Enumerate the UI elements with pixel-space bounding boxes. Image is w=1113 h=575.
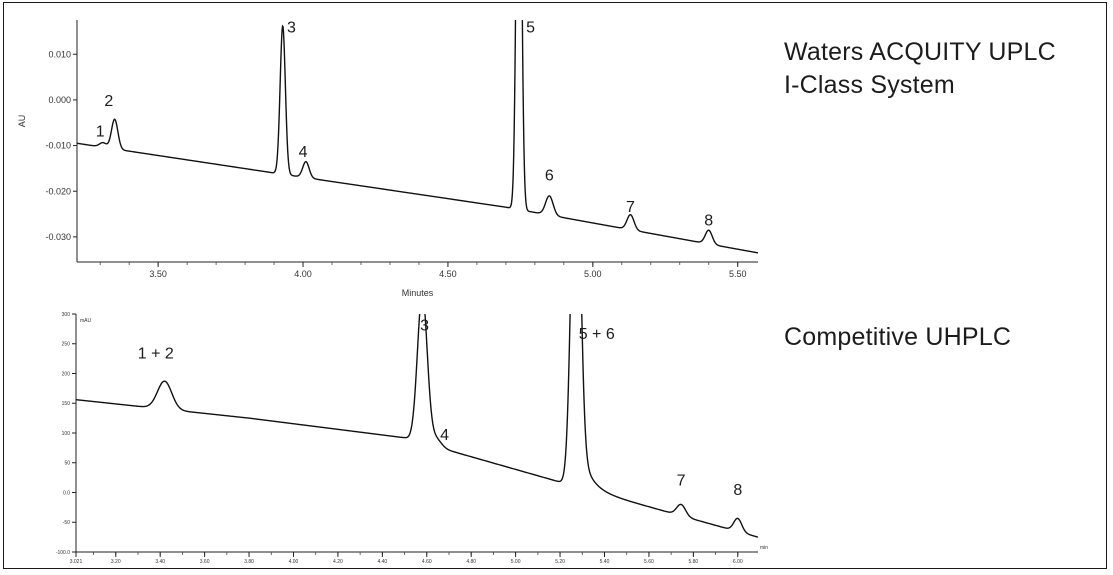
x-tick-label: 4.80 [466,559,476,565]
axes-top: 3.50 4.00 4.50 5.00 5.50 0.010 0.000 -0.010 -0.0… [17,20,758,298]
peak-markers-bottom [165,314,738,519]
y-tick-label: 300 [62,312,71,318]
peak-label: 3 [420,318,429,335]
x-tick-label: 4.00 [294,269,312,279]
peak-label: 8 [704,212,713,229]
x-tick-label: 3.60 [200,559,210,565]
x-tick-label: 3.20 [111,559,121,565]
peak-label: 6 [545,168,554,185]
y-tick-label: -0.030 [45,232,71,242]
x-axis-label: Minutes [402,288,434,298]
x-tick-label: 3.80 [244,559,254,565]
x-tick-label: 5.40 [600,559,610,565]
y-tick-label: 0.010 [48,49,71,59]
x-tick-label: 3.40 [155,559,165,565]
peak-labels-bottom: 1 + 2 3 4 5 + 6 7 8 [138,318,743,499]
x-tick-label: 3.50 [149,269,167,279]
y-tick-label: 200 [62,371,71,377]
peak-label: 4 [299,144,308,161]
x-axis-label: min [760,545,768,551]
x-tick-label: 4.60 [422,559,432,565]
peak-label: 1 [96,123,105,140]
y-tick-label: -100.0 [56,550,70,556]
x-tick-label: 5.00 [584,269,602,279]
axes-bottom: 3.021 3.20 3.40 3.60 3.80 4.00 4.20 4.40 4.60 4.8… [56,312,768,565]
y-axis-label: AU [17,115,27,128]
y-tick-label: 50 [64,461,70,467]
y-tick-label: -50 [63,520,70,526]
caption-top-line1: Waters ACQUITY UPLC [784,38,1056,66]
x-tick-label: 4.00 [289,559,299,565]
peak-label: 8 [733,482,742,499]
x-tick-label: 3.021 [70,559,83,565]
x-tick-label: 5.60 [644,559,654,565]
x-tick-label: 4.40 [377,559,387,565]
peak-label: 3 [287,19,296,36]
x-tick-label: 4.50 [439,269,457,279]
y-tick-label: -0.020 [45,186,71,196]
peak-label: 7 [677,472,686,489]
peak-label: 1 + 2 [138,346,174,363]
x-tick-label: 5.20 [555,559,565,565]
peak-label: 7 [626,199,635,216]
figure-frame [3,2,1107,569]
peak-label: 2 [104,93,113,110]
peak-label: 4 [440,427,449,444]
y-tick-label: 150 [62,401,71,407]
x-tick-label: 5.00 [511,559,521,565]
x-tick-label: 4.20 [333,559,343,565]
y-tick-label: 0.000 [48,95,71,105]
y-tick-label: -0.010 [45,141,71,151]
caption-top-line2: I-Class System [784,71,955,99]
y-axis-label: mAU [80,318,92,324]
y-tick-label: 0.0 [63,490,70,496]
chart-top-acquity: 3.50 4.00 4.50 5.00 5.50 0.010 0.000 -0.010 -0.0… [17,19,758,298]
x-tick-label: 5.80 [688,559,698,565]
peak-label: 5 [526,19,535,36]
chromatogram-trace-top [77,20,758,254]
peak-labels-top: 1 2 3 4 5 6 7 8 [96,19,714,229]
chromatogram-trace-bottom [76,314,758,538]
y-tick-label: 100 [62,431,71,437]
y-tick-label: 250 [62,342,71,348]
peak-label: 5 + 6 [579,326,615,343]
x-tick-label: 6.00 [733,559,743,565]
caption-bottom: Competitive UHPLC [784,323,1012,351]
x-tick-label: 5.50 [729,269,747,279]
